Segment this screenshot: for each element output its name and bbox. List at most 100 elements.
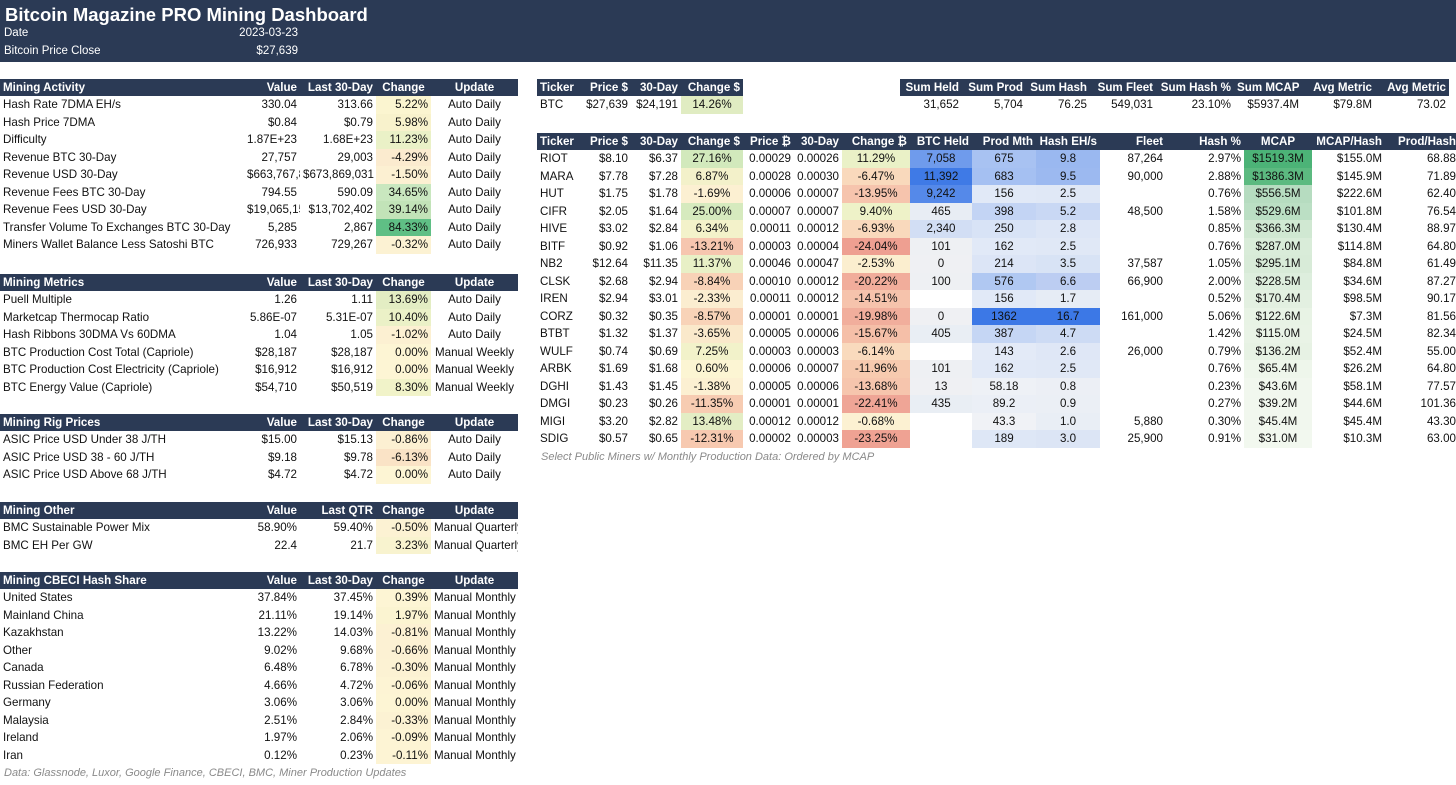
miner-hash-share: 0.30% — [1208, 414, 1241, 428]
metric-change: 5.98% — [376, 113, 431, 131]
metric-update: Manual Monthly — [434, 608, 516, 622]
miner-ticker: DGHI — [540, 379, 569, 393]
metric-update: Auto Daily — [448, 133, 501, 146]
column-header: Price $ — [581, 79, 631, 96]
metric-value: 4.66% — [264, 678, 297, 692]
metric-update: Auto Daily — [448, 328, 501, 341]
metric-last: 14.03% — [333, 626, 373, 639]
metric-value: 1.26 — [274, 293, 297, 306]
metric-name: Miners Wallet Balance Less Satoshi BTC — [3, 238, 214, 251]
miner-prod-per-hash: 77.57 — [1426, 379, 1456, 393]
mining-cbeci-table: Mining CBECI Hash Share Value Last 30-Day C… — [0, 572, 518, 764]
miner-prod-month: 387 — [972, 325, 1036, 343]
miner-price-usd: $1.75 — [598, 187, 628, 200]
header-row: Mining Rig Prices Value Last 30-Day Change U… — [0, 414, 518, 431]
miner-prod-month: 1362 — [972, 307, 1036, 325]
metric-last: $15.13 — [337, 433, 373, 446]
header-row: Sum Held Sum Prod Sum Hash Sum Fleet Sum Has… — [900, 79, 1449, 96]
miner-change-btc: -24.04% — [842, 237, 910, 255]
miner-hash-ehs: 0.8 — [1036, 377, 1100, 395]
miner-price-btc: 0.00003 — [749, 344, 791, 358]
miner-ticker: MIGI — [540, 414, 566, 428]
table-row: MARA $7.78 $7.28 6.87% 0.00028 0.00030 -6.47% 1… — [537, 167, 1456, 185]
metric-update: Manual Monthly — [434, 731, 516, 744]
metric-update: Auto Daily — [448, 450, 501, 464]
miner-price-btc: 0.00001 — [749, 397, 791, 410]
column-header: Mining CBECI Hash Share — [0, 572, 244, 589]
miner-prod-month: 143 — [972, 342, 1036, 360]
metric-value: 21.11% — [258, 608, 297, 622]
miner-usd-30day: $1.37 — [648, 327, 678, 340]
miner-mcap: $287.0M — [1244, 237, 1312, 255]
miner-hash-ehs: 3.5 — [1036, 255, 1100, 273]
miner-mcap-per-hash: $58.1M — [1343, 379, 1382, 393]
column-header: Last 30-Day — [300, 274, 376, 291]
metric-update: Auto Daily — [448, 98, 501, 111]
miner-btc-30day: 0.00012 — [797, 414, 839, 428]
miner-fleet — [1100, 238, 1166, 256]
metric-value: 330.04 — [261, 98, 297, 111]
column-header: Change — [376, 572, 431, 589]
table-row: Ireland 1.97% 2.06% -0.09% Manual Monthly — [0, 729, 518, 747]
data-source-note: Data: Glassnode, Luxor, Google Finance, … — [4, 767, 407, 779]
miner-mcap: $45.4M — [1244, 412, 1312, 430]
miner-usd-30day: $0.69 — [648, 344, 678, 358]
sum-value: 23.10% — [1191, 98, 1231, 111]
column-header: 30-Day — [631, 79, 681, 96]
miner-price-btc: 0.00011 — [749, 222, 791, 235]
miner-price-usd: $7.78 — [598, 169, 628, 183]
miner-ticker: NB2 — [540, 257, 563, 270]
miner-btc-30day: 0.00047 — [797, 257, 839, 270]
btc-ticker: BTC — [540, 98, 564, 111]
price-label: Bitcoin Price Close — [4, 45, 101, 57]
miner-btc-held — [910, 290, 972, 308]
metric-last: 37.45% — [333, 591, 373, 604]
btc-d30: $24,191 — [636, 98, 678, 111]
miner-mcap: $228.5M — [1244, 272, 1312, 290]
column-header: BTC Held — [910, 133, 972, 150]
miner-change-usd: -1.69% — [681, 185, 743, 203]
miner-price-btc: 0.00010 — [749, 274, 791, 288]
column-header: 30-Day — [631, 133, 681, 150]
miner-btc-held: 13 — [910, 377, 972, 395]
miner-usd-30day: $2.84 — [648, 222, 678, 235]
metric-name: Mainland China — [3, 608, 84, 622]
column-header: Change — [376, 274, 431, 291]
miner-prod-per-hash: 81.56 — [1426, 309, 1456, 323]
miner-hash-share: 0.76% — [1208, 187, 1241, 200]
miner-change-btc: -14.51% — [842, 290, 910, 308]
metric-value: $19,065,153 — [247, 203, 300, 216]
header-row: Mining Metrics Value Last 30-Day Change Upda… — [0, 274, 518, 291]
miner-fleet — [1100, 378, 1166, 396]
miner-mcap: $122.6M — [1244, 307, 1312, 325]
metric-change: -0.32% — [376, 236, 431, 254]
metric-name: Hash Ribbons 30DMA Vs 60DMA — [3, 328, 176, 341]
metric-change: -4.29% — [376, 148, 431, 166]
miner-change-btc: 11.29% — [842, 150, 910, 168]
miner-btc-held: 100 — [910, 272, 972, 290]
column-header: 30-Day — [794, 133, 842, 150]
miner-ticker: MARA — [540, 169, 574, 183]
miner-price-btc: 0.00011 — [749, 292, 791, 305]
miner-hash-share: 0.91% — [1208, 432, 1241, 445]
miner-mcap: $65.4M — [1244, 360, 1312, 378]
column-header: MCAP/Hash — [1312, 133, 1385, 150]
metric-name: Other — [3, 643, 32, 657]
sum-value: $5937.4M — [1247, 98, 1299, 111]
metric-name: Malaysia — [3, 713, 49, 727]
btc-change: 14.26% — [681, 96, 743, 114]
table-row: Puell Multiple 1.26 1.11 13.69% Auto Daily — [0, 291, 518, 309]
miner-hash-share: 0.27% — [1208, 397, 1241, 410]
metric-change: 0.00% — [376, 466, 431, 484]
column-header: Sum MCAP — [1234, 79, 1302, 96]
miner-price-btc: 0.00028 — [749, 169, 791, 183]
miner-price-usd: $1.69 — [598, 362, 628, 375]
miner-fleet: 5,880 — [1133, 414, 1163, 428]
table-row: ARBK $1.69 $1.68 0.60% 0.00006 0.00007 -11.96%… — [537, 360, 1456, 378]
miner-price-usd: $0.32 — [598, 309, 628, 323]
table-row: Iran 0.12% 0.23% -0.11% Manual Monthly — [0, 746, 518, 764]
miner-btc-held: 0 — [910, 255, 972, 273]
metric-value: 1.87E+23 — [247, 133, 297, 146]
table-row: DGHI $1.43 $1.45 -1.38% 0.00005 0.00006 -13.68… — [537, 377, 1456, 396]
metric-name: BTC Production Cost Total (Capriole) — [3, 345, 194, 359]
